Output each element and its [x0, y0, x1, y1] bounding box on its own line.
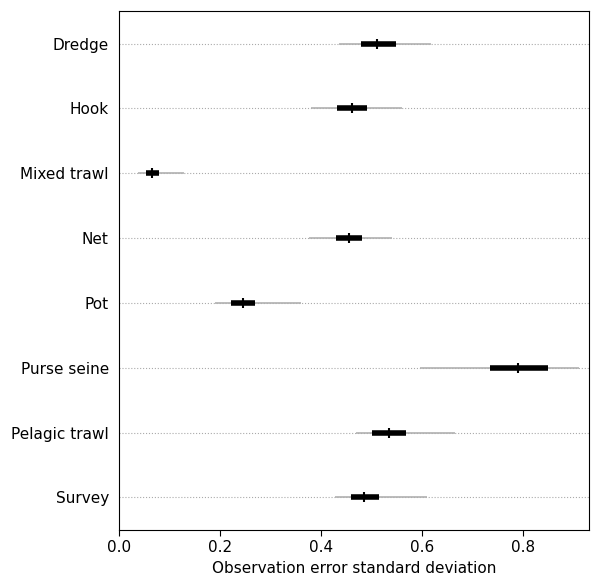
X-axis label: Observation error standard deviation: Observation error standard deviation: [212, 561, 496, 576]
